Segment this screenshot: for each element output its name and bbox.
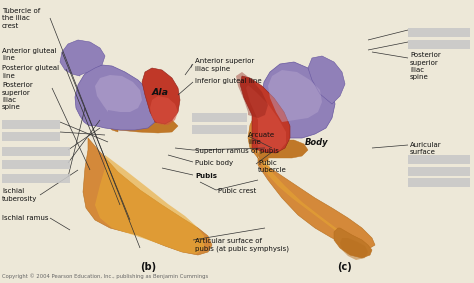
Text: Posterior gluteal
line: Posterior gluteal line [2, 65, 59, 78]
Polygon shape [95, 155, 204, 254]
Polygon shape [150, 96, 178, 125]
Polygon shape [258, 140, 308, 162]
Polygon shape [246, 85, 286, 151]
Text: Copyright © 2004 Pearson Education, Inc., publishing as Benjamin Cummings: Copyright © 2004 Pearson Education, Inc.… [2, 273, 208, 279]
Text: (b): (b) [140, 262, 156, 272]
Bar [408, 167, 470, 176]
Polygon shape [334, 228, 372, 258]
Polygon shape [308, 56, 345, 104]
Text: Superior ramus of pubis: Superior ramus of pubis [195, 148, 279, 154]
Text: Tubercle of
the iliac
crest: Tubercle of the iliac crest [2, 8, 40, 29]
Bar [192, 125, 247, 134]
Text: Pubic body: Pubic body [195, 160, 233, 166]
Polygon shape [262, 62, 335, 138]
Bar [408, 28, 470, 37]
Bar [408, 155, 470, 164]
Polygon shape [340, 238, 368, 260]
Text: Ischial ramus: Ischial ramus [2, 215, 48, 221]
Bar [2, 147, 70, 156]
Bar [2, 132, 60, 141]
Text: Body: Body [305, 138, 328, 147]
Bar [408, 178, 470, 187]
Text: Auricular
surface: Auricular surface [410, 142, 442, 155]
Polygon shape [60, 40, 105, 76]
Text: Pubis: Pubis [195, 173, 217, 179]
Polygon shape [236, 72, 268, 118]
Polygon shape [240, 76, 290, 153]
Polygon shape [268, 70, 322, 122]
Polygon shape [75, 65, 158, 130]
Text: Ala: Ala [152, 88, 168, 97]
Text: Pubic crest: Pubic crest [218, 188, 256, 194]
Bar [2, 160, 70, 169]
Bar [192, 113, 247, 122]
Polygon shape [248, 108, 375, 248]
Polygon shape [260, 138, 370, 252]
Text: (c): (c) [337, 262, 352, 272]
Text: Anterior gluteal
line: Anterior gluteal line [2, 48, 56, 61]
Bar [2, 120, 60, 129]
Text: Articular surface of
pubis (at pubic symphysis): Articular surface of pubis (at pubic sym… [195, 238, 289, 252]
Text: Posterior
superior
iliac
spine: Posterior superior iliac spine [2, 82, 33, 110]
Text: Inferior gluteal line: Inferior gluteal line [195, 78, 262, 84]
Polygon shape [142, 68, 180, 124]
Bar [408, 40, 470, 49]
Polygon shape [83, 138, 212, 255]
Polygon shape [108, 118, 178, 133]
Text: Ischial
tuberosity: Ischial tuberosity [2, 188, 37, 201]
Text: Pubic
tubercle: Pubic tubercle [258, 160, 287, 173]
Text: Posterior
superior
iliac
spine: Posterior superior iliac spine [410, 52, 441, 80]
Polygon shape [95, 75, 142, 112]
Text: Anterior superior
iliac spine: Anterior superior iliac spine [195, 58, 254, 72]
Text: Arcuate
line: Arcuate line [248, 132, 275, 145]
Bar [2, 174, 70, 183]
